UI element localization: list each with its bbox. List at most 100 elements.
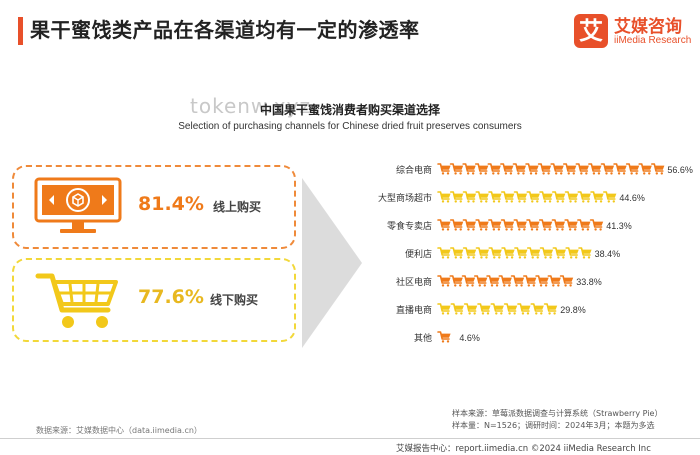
bar-icon [449, 163, 464, 176]
bar-icon [590, 191, 605, 204]
bar-icon [547, 275, 562, 288]
bar-icon [500, 163, 515, 176]
offline-summary-card: 77.6% 线下购买 [12, 258, 296, 342]
bar-icon [539, 191, 554, 204]
bar-直播电商 [437, 303, 559, 316]
bar-icon [564, 219, 579, 232]
category-label: 其他 [414, 332, 432, 344]
bar-icon [462, 219, 477, 232]
logo-text-cn: 艾媒咨询 [614, 17, 682, 37]
bar-icon [487, 163, 502, 176]
category-label: 大型商场超市 [378, 192, 432, 204]
online-percent: 81.4% [138, 193, 204, 215]
bar-icon [474, 163, 490, 176]
chart-title: 中国果干蜜饯消费者购买渠道选择 [259, 103, 440, 117]
bar-icon [613, 163, 628, 176]
bar-其他 [437, 331, 452, 344]
bar-icon [462, 247, 478, 260]
sample-notes: 样本来源：草莓派数据调查与计算系统（Strawberry Pie） 样本量：N=… [452, 408, 662, 432]
value-label: 38.4% [595, 249, 621, 259]
bar-icon [588, 163, 603, 176]
value-label: 4.6% [459, 333, 480, 343]
category-label: 综合电商 [396, 164, 432, 176]
bar-icon [461, 275, 476, 288]
bar-icon [564, 191, 579, 204]
bar-icon [523, 275, 538, 288]
value-label: 44.6% [619, 193, 645, 203]
bar-icon [638, 163, 653, 176]
bar-icon [575, 163, 590, 176]
sample-source: 样本来源：草莓派数据调查与计算系统（Strawberry Pie） [452, 409, 663, 418]
logo-badge: 艾 [574, 14, 608, 48]
bar-icon [526, 247, 542, 260]
bar-icon [526, 191, 541, 204]
bar-icon [539, 247, 554, 260]
bar-综合电商 [437, 163, 666, 176]
bar-icon [450, 303, 465, 316]
category-label: 社区电商 [396, 276, 432, 288]
value-label: 29.8% [560, 305, 586, 315]
bar-icon [530, 303, 545, 316]
bar-icon [450, 247, 465, 260]
bar-icon [513, 191, 528, 204]
offline-percent: 77.6% [138, 286, 204, 308]
bar-icon [537, 163, 553, 176]
title-accent-bar [18, 17, 23, 45]
bar-icon [577, 219, 592, 232]
bar-icon [535, 275, 550, 288]
bar-零食专卖店 [437, 219, 605, 232]
bar-icon [437, 191, 452, 204]
data-source: 数据来源：艾媒数据中心（data.iimedia.cn） [36, 426, 202, 435]
chart-subtitle: Selection of purchasing channels for Chi… [178, 121, 522, 132]
bar-icon [501, 247, 516, 260]
bar-icon [525, 163, 540, 176]
bar-icon [473, 275, 489, 288]
bar-icon [437, 247, 452, 260]
bar-icon [517, 303, 532, 316]
logo-text-en: iiMedia Research [614, 35, 692, 46]
bar-大型商场超市 [437, 191, 618, 204]
bar-icon [437, 331, 452, 344]
bar-icon [488, 247, 503, 260]
bar-icon [514, 247, 529, 260]
bar-icon [462, 191, 477, 204]
footer-divider [0, 438, 700, 439]
bar-icon [510, 275, 525, 288]
bar-社区电商 [437, 275, 575, 288]
category-label: 直播电商 [396, 304, 432, 316]
footer-brand: 艾媒报告中心：report.iimedia.cn ©2024 iiMedia R… [396, 444, 651, 454]
bar-icon [577, 191, 592, 204]
bar-icon [512, 163, 527, 176]
online-label: 线上购买 [213, 200, 262, 214]
bar-icon [500, 219, 515, 232]
bar-icon [565, 247, 580, 260]
category-label: 便利店 [405, 248, 432, 260]
bar-icon [477, 303, 492, 316]
bar-icon [562, 163, 578, 176]
bar-icon [589, 219, 605, 232]
offline-label: 线下购买 [210, 293, 259, 307]
bar-icon [551, 191, 567, 204]
pointer-arrow-icon [302, 178, 362, 348]
bar-icon [550, 163, 565, 176]
bar-icon [449, 219, 465, 232]
bar-icon [513, 219, 528, 232]
value-label: 41.3% [606, 221, 632, 231]
bar-icon [650, 163, 666, 176]
bar-icon [600, 163, 615, 176]
bar-icon [486, 275, 501, 288]
bar-icon [463, 303, 479, 316]
bar-icon [475, 219, 490, 232]
bar-icon [437, 275, 452, 288]
sample-size: 样本量：N=1526；调研时间：2024年3月；本题为多选 [452, 421, 655, 430]
bar-icon [552, 247, 567, 260]
monitor-icon [34, 177, 122, 233]
bar-icon [488, 219, 503, 232]
bar-icon [543, 303, 559, 316]
bar-icon [602, 191, 618, 204]
bar-icon [500, 191, 516, 204]
bar-icon [498, 275, 513, 288]
bar-icon [449, 191, 465, 204]
bar-icon [503, 303, 519, 316]
bar-icon [437, 219, 452, 232]
